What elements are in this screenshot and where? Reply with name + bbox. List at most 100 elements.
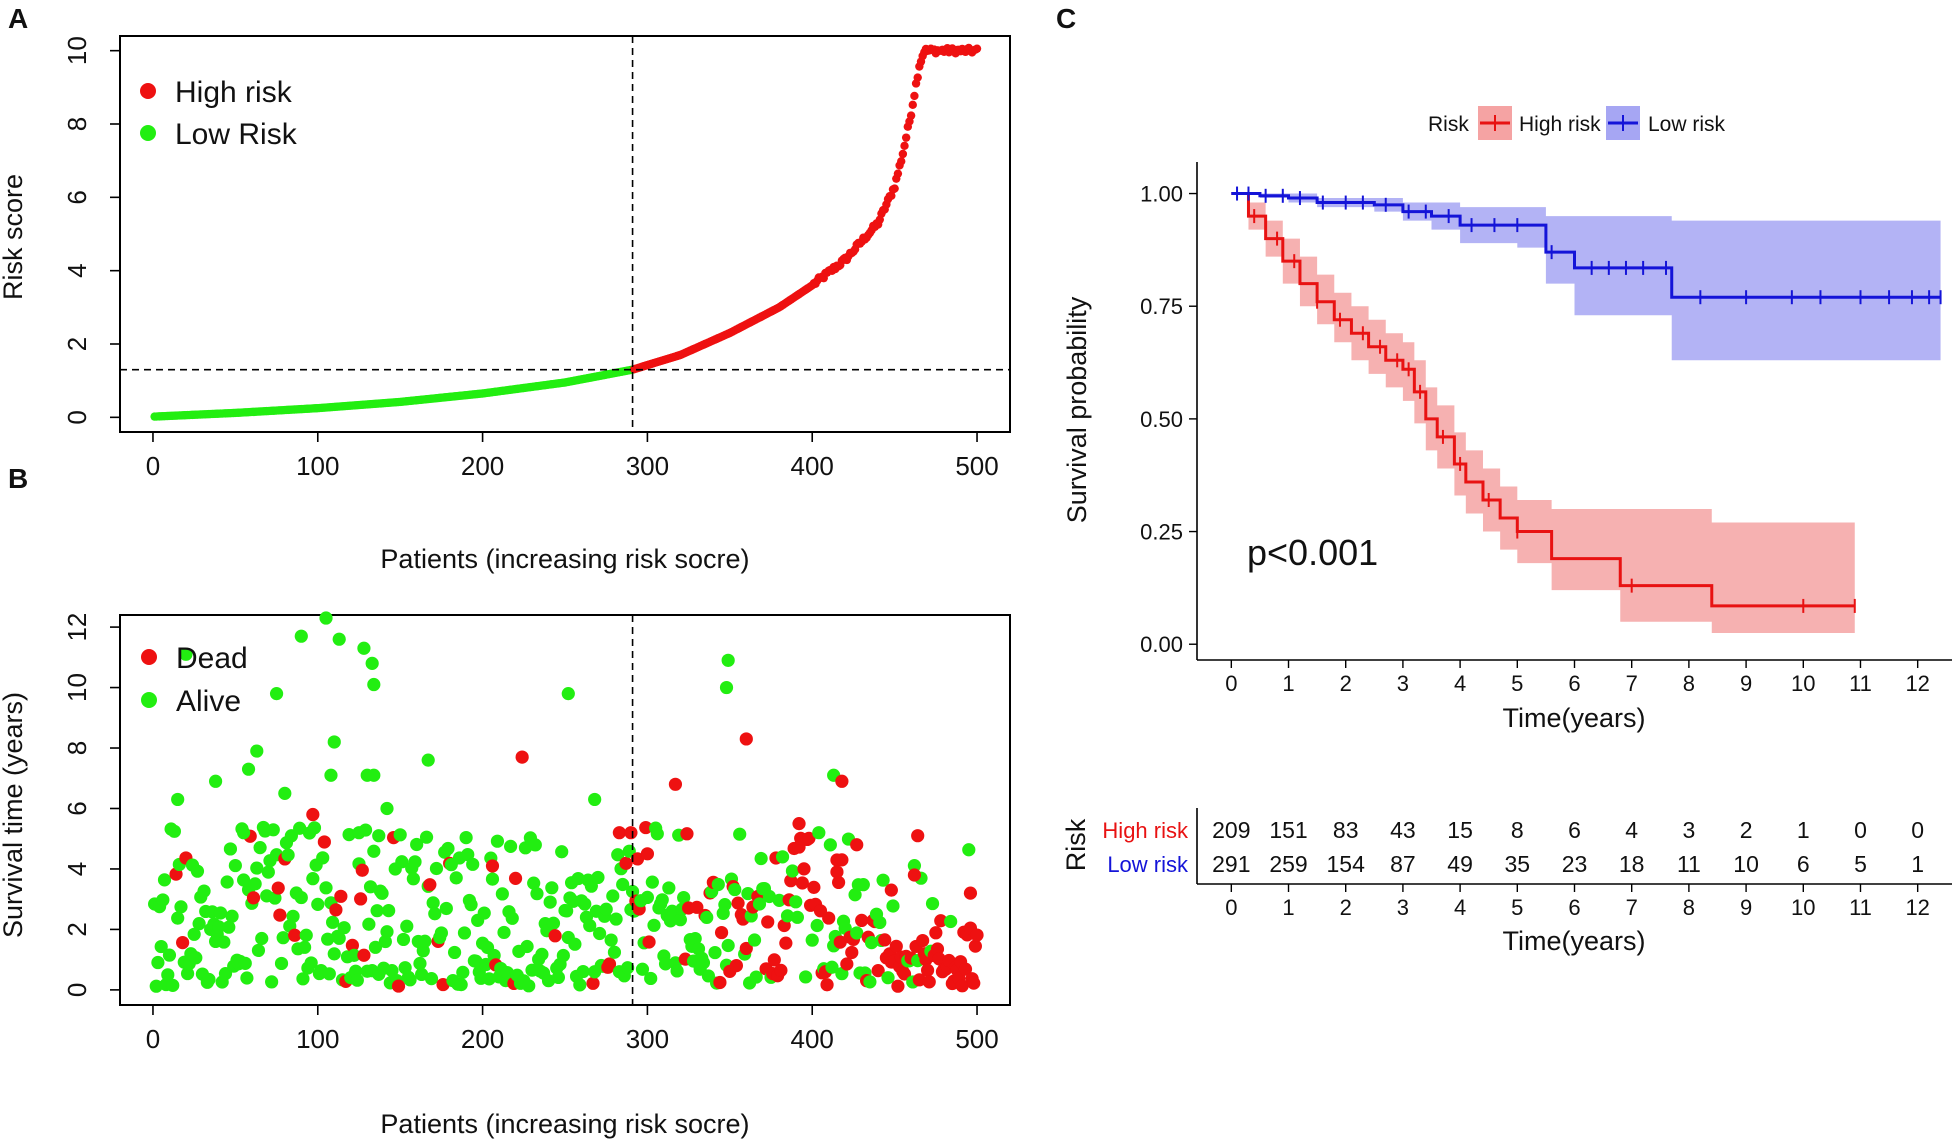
risk-table-cell: 0	[1854, 817, 1867, 843]
survival-point-dead	[774, 963, 788, 977]
rt-xtick-label: 3	[1397, 895, 1409, 920]
survival-point-alive	[202, 972, 216, 987]
survival-point-dead	[831, 875, 846, 890]
survival-point-alive	[241, 762, 256, 776]
survival-point-alive	[578, 897, 592, 911]
survival-point-dead	[835, 774, 849, 788]
risk-table-cell: 259	[1269, 851, 1307, 877]
risk-table-cell: 154	[1327, 851, 1366, 877]
survival-point-alive	[677, 891, 691, 905]
survival-point-alive	[863, 975, 877, 989]
survival-point-alive	[805, 933, 819, 947]
survival-point-alive	[772, 893, 786, 907]
survival-point-dead	[855, 913, 869, 928]
km-xtick-label: 0	[1225, 671, 1237, 696]
rt-xtick-label: 2	[1340, 895, 1352, 920]
survival-point-dead	[970, 928, 984, 942]
survival-point-alive	[520, 939, 534, 954]
risk-table-title: Risk	[1061, 818, 1091, 871]
risk-table-cell: 11	[1677, 851, 1701, 877]
panel-label-b: B	[8, 463, 28, 494]
survival-point-alive	[225, 909, 239, 923]
rt-xtick-label: 12	[1905, 895, 1929, 920]
survival-point-alive	[419, 830, 434, 844]
survival-point-alive	[780, 909, 795, 923]
survival-point-dead	[176, 935, 190, 950]
rt-xtick-label: 8	[1683, 895, 1695, 920]
survival-point-alive	[688, 931, 702, 946]
survival-point-alive	[449, 871, 463, 885]
km-axes: 0 1 2 3 4 5 6 7 8 9 10 11 120.000.250.500.751.00	[1140, 182, 1930, 696]
panel-c: Risk High risk Low risk 0 1 2 3 4 5 6 7 8 9 10 11 12…	[1061, 106, 1952, 956]
survival-point-alive	[850, 926, 864, 940]
survival-point-alive	[426, 896, 440, 910]
survival-point-alive	[583, 918, 597, 933]
a-ytick-label: 8	[62, 117, 92, 131]
survival-point-alive	[568, 937, 582, 951]
a-ytick-label: 10	[62, 36, 92, 65]
survival-point-alive	[635, 962, 650, 976]
survival-point-dead	[271, 881, 285, 895]
panel-a-frame	[119, 35, 1011, 433]
survival-point-alive	[380, 925, 394, 939]
survival-point-alive	[248, 877, 262, 891]
risk-point-high	[900, 141, 909, 151]
survival-point-alive	[556, 948, 570, 963]
survival-point-alive	[670, 964, 684, 978]
survival-point-alive	[304, 956, 318, 970]
survival-point-dead	[871, 964, 885, 978]
survival-point-alive	[294, 629, 308, 643]
survival-point-alive	[319, 881, 333, 895]
risk-point-high	[898, 149, 908, 159]
survival-point-alive	[535, 947, 549, 961]
survival-point-alive	[406, 872, 420, 886]
survival-point-dead	[930, 942, 945, 956]
risk-table-cell: 35	[1505, 851, 1531, 877]
survival-point-alive	[482, 972, 496, 986]
survival-point-dead	[830, 865, 844, 879]
survival-point-dead	[273, 908, 287, 922]
panel-b: 0 100 200 300 400 500 0 2 4 6 8 10 12 Patients (incr…	[0, 611, 1011, 1139]
risk-table-cell: 1	[1797, 817, 1810, 843]
survival-point-alive	[464, 898, 478, 912]
survival-point-alive	[571, 871, 585, 886]
survival-point-dead	[306, 807, 320, 822]
survival-point-alive	[415, 967, 429, 981]
survival-point-dead	[624, 826, 638, 840]
km-xtick-label: 7	[1626, 671, 1638, 696]
survival-point-dead	[929, 926, 943, 940]
survival-point-alive	[530, 887, 544, 901]
survival-point-alive	[588, 792, 602, 807]
rt-xtick-label: 0	[1225, 895, 1237, 920]
survival-point-dead	[840, 957, 854, 971]
panel-b-legend: Dead Alive	[141, 642, 248, 718]
survival-point-dead	[968, 939, 982, 953]
survival-point-alive	[640, 890, 655, 905]
survival-point-alive	[350, 973, 364, 987]
survival-point-dead	[423, 878, 437, 892]
survival-point-alive	[495, 887, 509, 901]
survival-point-dead	[850, 838, 864, 852]
risk-table-xlabel: Time(years)	[1502, 926, 1645, 956]
survival-point-dead	[354, 892, 368, 906]
legend-label-dead: Dead	[176, 642, 248, 675]
survival-point-alive	[213, 906, 228, 920]
risk-table-cell: 10	[1733, 851, 1759, 877]
risk-table-cell: 8	[1511, 817, 1524, 843]
survival-point-alive	[319, 611, 333, 625]
survival-point-dead	[784, 874, 798, 888]
risk-table: Risk High risk Low risk 0 1 2 3 4 5 6 7 8 9 10 11 12…	[1061, 808, 1952, 956]
survival-point-alive	[403, 973, 417, 987]
risk-point-high	[908, 100, 917, 110]
survival-point-dead	[934, 914, 948, 928]
survival-point-alive	[149, 979, 163, 993]
km-ytick-label: 0.25	[1140, 520, 1183, 545]
survival-point-alive	[395, 855, 409, 869]
km-xtick-label: 9	[1740, 671, 1752, 696]
survival-point-alive	[477, 906, 491, 920]
survival-point-alive	[718, 898, 732, 912]
survival-point-dead	[845, 945, 859, 960]
km-xtick-label: 3	[1397, 671, 1409, 696]
survival-point-alive	[856, 878, 870, 892]
survival-point-dead	[355, 863, 369, 877]
